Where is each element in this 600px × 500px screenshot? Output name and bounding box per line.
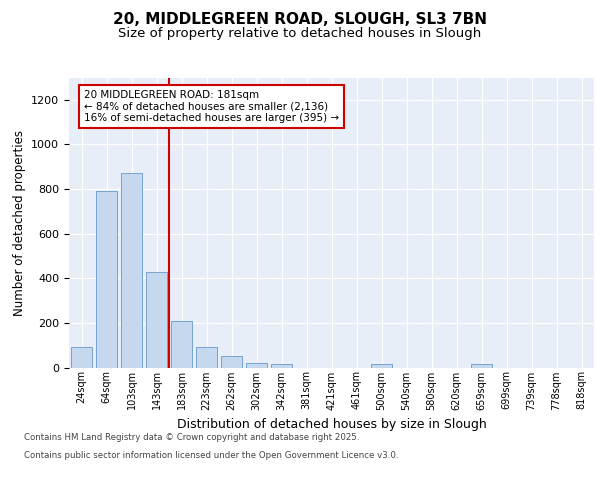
Text: Contains public sector information licensed under the Open Government Licence v3: Contains public sector information licen…: [24, 451, 398, 460]
Text: Size of property relative to detached houses in Slough: Size of property relative to detached ho…: [118, 28, 482, 40]
Y-axis label: Number of detached properties: Number of detached properties: [13, 130, 26, 316]
X-axis label: Distribution of detached houses by size in Slough: Distribution of detached houses by size …: [176, 418, 487, 431]
Bar: [471, 364, 492, 368]
Bar: [171, 320, 192, 368]
Bar: [146, 272, 167, 368]
Bar: [71, 348, 92, 368]
Text: 20 MIDDLEGREEN ROAD: 181sqm
← 84% of detached houses are smaller (2,136)
16% of : 20 MIDDLEGREEN ROAD: 181sqm ← 84% of det…: [84, 90, 339, 123]
Bar: [246, 363, 267, 368]
Bar: [196, 348, 217, 368]
Text: 20, MIDDLEGREEN ROAD, SLOUGH, SL3 7BN: 20, MIDDLEGREEN ROAD, SLOUGH, SL3 7BN: [113, 12, 487, 28]
Bar: [271, 364, 292, 368]
Bar: [221, 356, 242, 368]
Bar: [121, 174, 142, 368]
Bar: [96, 192, 117, 368]
Bar: [371, 364, 392, 368]
Text: Contains HM Land Registry data © Crown copyright and database right 2025.: Contains HM Land Registry data © Crown c…: [24, 432, 359, 442]
